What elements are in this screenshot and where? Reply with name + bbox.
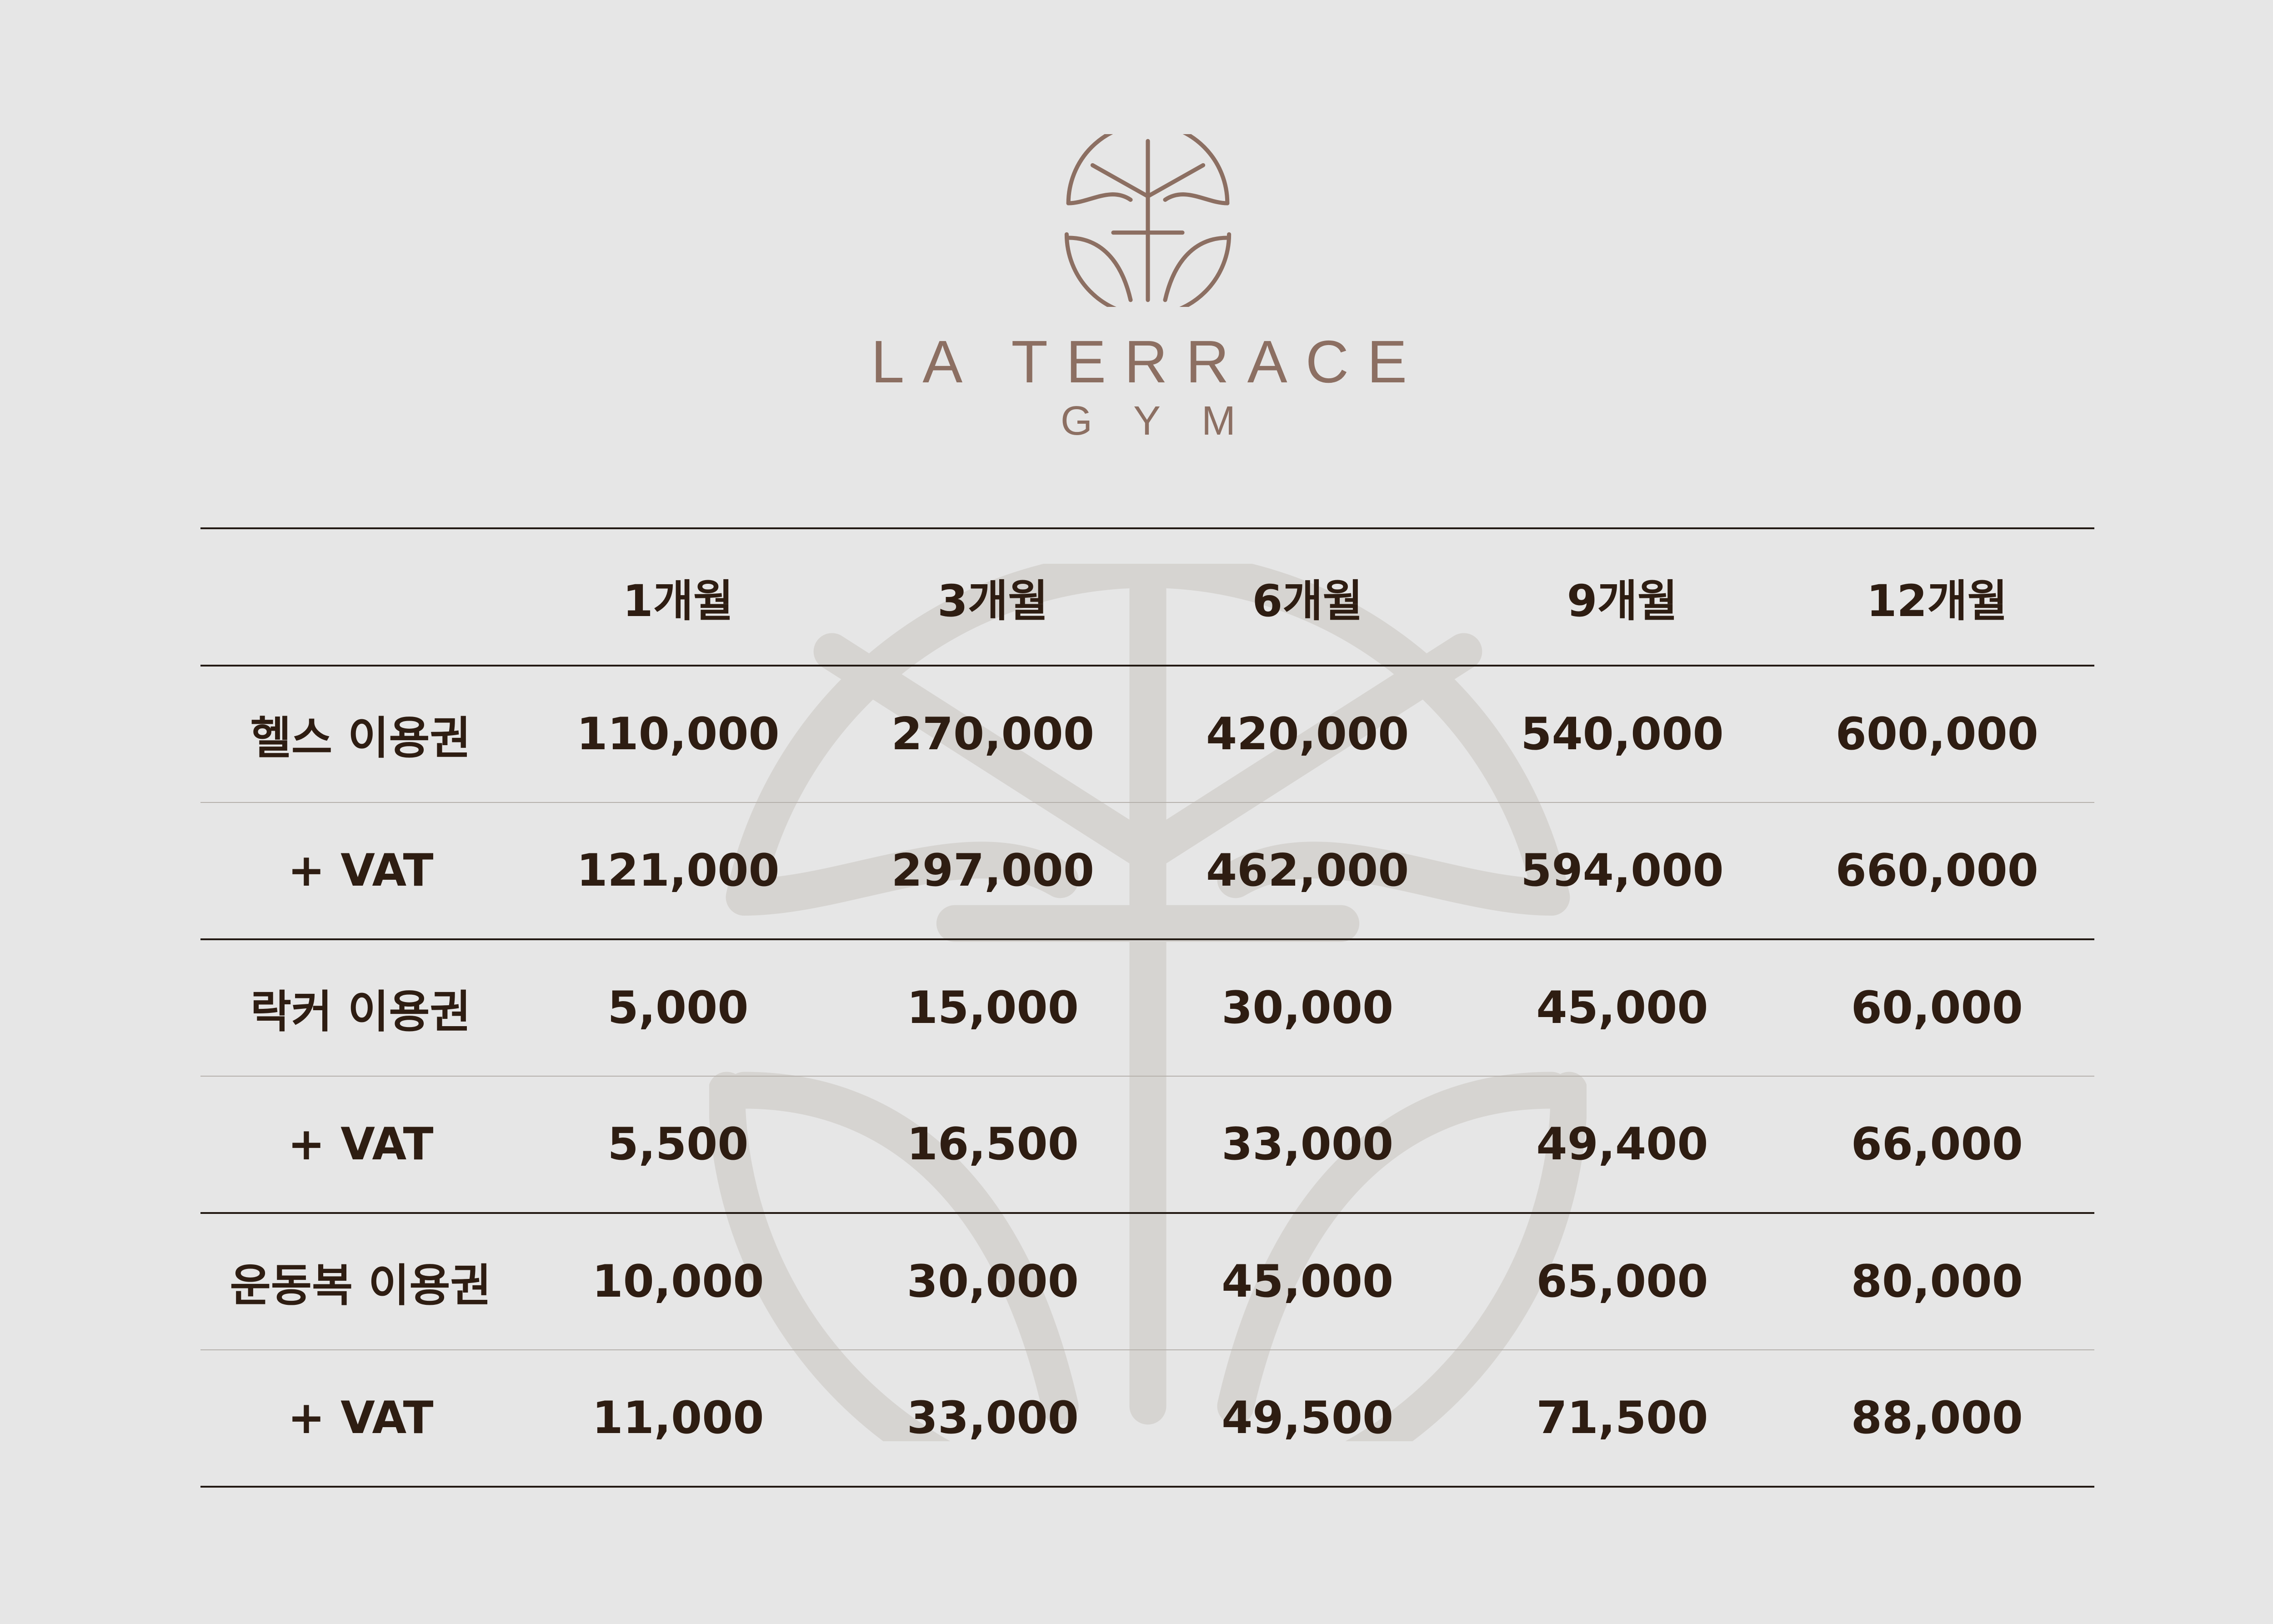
price-cell: 540,000 <box>1465 666 1780 803</box>
table-row: + VAT 11,000 33,000 49,500 71,500 88,000 <box>200 1350 2094 1488</box>
vat-price-cell: 49,500 <box>1150 1350 1465 1488</box>
vat-label: + VAT <box>200 1350 521 1488</box>
price-cell: 65,000 <box>1465 1213 1780 1350</box>
vat-price-cell: 71,500 <box>1465 1350 1780 1488</box>
table-row: 락커 이용권 5,000 15,000 30,000 45,000 60,000 <box>200 939 2094 1077</box>
tree-emblem-icon <box>1064 134 1232 307</box>
vat-price-cell: 66,000 <box>1779 1076 2094 1214</box>
row-label: 헬스 이용권 <box>200 666 521 803</box>
brand-title: LA TERRACE <box>871 328 1426 395</box>
vat-price-cell: 5,500 <box>521 1076 836 1214</box>
row-label: 운동복 이용권 <box>200 1213 521 1350</box>
price-cell: 420,000 <box>1150 666 1465 803</box>
vat-price-cell: 11,000 <box>521 1350 836 1488</box>
vat-price-cell: 297,000 <box>835 802 1150 940</box>
column-header: 6개월 <box>1150 527 1465 667</box>
price-cell: 110,000 <box>521 666 836 803</box>
table-header-row: 1개월 3개월 6개월 9개월 12개월 <box>200 527 2094 667</box>
price-table: 1개월 3개월 6개월 9개월 12개월 헬스 이용권 110,000 270,… <box>200 527 2094 1488</box>
price-cell: 5,000 <box>521 939 836 1077</box>
price-cell: 10,000 <box>521 1213 836 1350</box>
vat-price-cell: 462,000 <box>1150 802 1465 940</box>
price-cell: 60,000 <box>1779 939 2094 1077</box>
vat-price-cell: 33,000 <box>1150 1076 1465 1214</box>
price-cell: 45,000 <box>1465 939 1780 1077</box>
price-cell: 15,000 <box>835 939 1150 1077</box>
column-header: 3개월 <box>835 527 1150 667</box>
price-cell: 270,000 <box>835 666 1150 803</box>
price-cell: 600,000 <box>1779 666 2094 803</box>
brand-subtitle: GYM <box>1060 398 1277 444</box>
price-cell: 80,000 <box>1779 1213 2094 1350</box>
vat-price-cell: 594,000 <box>1465 802 1780 940</box>
corner-cell <box>200 527 521 667</box>
price-cell: 45,000 <box>1150 1213 1465 1350</box>
table-row: 운동복 이용권 10,000 30,000 45,000 65,000 80,0… <box>200 1213 2094 1350</box>
vat-label: + VAT <box>200 1076 521 1214</box>
vat-price-cell: 33,000 <box>835 1350 1150 1488</box>
table-row: + VAT 5,500 16,500 33,000 49,400 66,000 <box>200 1076 2094 1214</box>
column-header: 9개월 <box>1465 527 1780 667</box>
column-header: 12개월 <box>1779 527 2094 667</box>
vat-price-cell: 49,400 <box>1465 1076 1780 1214</box>
price-cell: 30,000 <box>1150 939 1465 1077</box>
price-cell: 30,000 <box>835 1213 1150 1350</box>
table-row: 헬스 이용권 110,000 270,000 420,000 540,000 6… <box>200 666 2094 803</box>
vat-price-cell: 121,000 <box>521 802 836 940</box>
table-row: + VAT 121,000 297,000 462,000 594,000 66… <box>200 802 2094 940</box>
column-header: 1개월 <box>521 527 836 667</box>
vat-label: + VAT <box>200 802 521 940</box>
row-label: 락커 이용권 <box>200 939 521 1077</box>
vat-price-cell: 88,000 <box>1779 1350 2094 1488</box>
vat-price-cell: 660,000 <box>1779 802 2094 940</box>
vat-price-cell: 16,500 <box>835 1076 1150 1214</box>
